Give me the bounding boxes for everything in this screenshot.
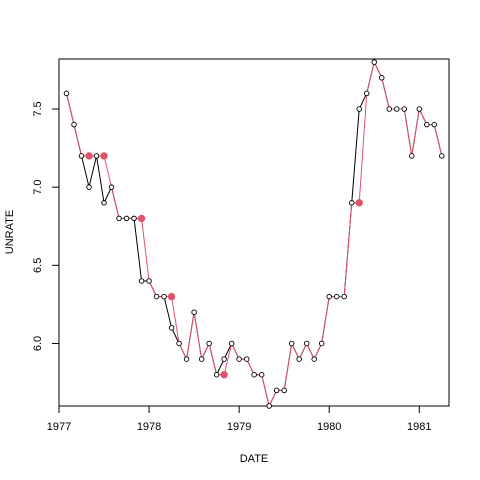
- highlight-point-1977-07: [100, 152, 108, 160]
- data-point-1979-08: [288, 340, 295, 347]
- data-point-1978-06: [183, 356, 190, 362]
- data-point-1979-04: [258, 371, 265, 378]
- data-point-1980-05: [356, 106, 362, 112]
- data-point-1980-10: [394, 106, 400, 112]
- data-point-1980-03: [341, 293, 347, 300]
- data-point-1977-11: [131, 215, 137, 222]
- series-red-line: [66, 60, 443, 408]
- y-axis-label: UNRATE: [4, 210, 16, 254]
- x-tick-label-1: 1978: [137, 421, 161, 433]
- x-tick-label-3: 1980: [317, 421, 341, 433]
- data-point-1981-03: [431, 121, 438, 128]
- data-point-1981-01: [416, 106, 423, 112]
- series-layer: [63, 59, 445, 409]
- plot-frame: [58, 58, 450, 407]
- data-point-1980-12: [409, 153, 415, 159]
- data-point-1977-09: [116, 215, 122, 222]
- data-point-1978-10: [213, 371, 220, 378]
- data-point-1977-08: [108, 184, 115, 190]
- highlight-point-1977-05: [85, 152, 93, 160]
- data-point-1979-11: [311, 356, 317, 362]
- data-point-1978-07: [191, 309, 197, 315]
- highlight-point-1977-12: [137, 214, 146, 223]
- data-point-1980-06: [363, 90, 370, 97]
- y-tick-label-0: 6.0: [32, 336, 44, 351]
- data-point-1980-11: [401, 106, 408, 112]
- data-point-1980-04: [348, 200, 355, 206]
- y-tick-label-3: 7.5: [32, 101, 44, 116]
- data-point-1978-02: [153, 293, 160, 300]
- x-tick-label-2: 1979: [227, 421, 251, 433]
- data-point-1978-03: [161, 293, 167, 300]
- data-point-1979-01: [236, 356, 242, 362]
- highlight-point-1978-11: [220, 371, 228, 379]
- data-point-1978-08: [198, 356, 205, 362]
- data-point-1977-12: [138, 278, 145, 284]
- data-point-1977-10: [123, 215, 130, 222]
- x-tick-label-0: 1977: [47, 421, 71, 433]
- data-point-1980-08: [378, 75, 385, 81]
- data-point-1979-06: [273, 387, 280, 394]
- data-point-1981-02: [424, 121, 430, 128]
- y-axis: 6.0 6.5 7.0 7.5: [32, 101, 59, 351]
- data-point-1978-04: [168, 325, 175, 331]
- data-point-1978-05: [176, 340, 182, 347]
- data-point-1979-09: [296, 356, 302, 362]
- data-point-1979-12: [318, 340, 325, 347]
- data-point-1978-11: [221, 356, 227, 362]
- data-point-1979-02: [243, 356, 250, 362]
- data-point-1977-02: [63, 90, 70, 97]
- data-point-1980-02: [333, 293, 340, 300]
- data-point-1980-07: [371, 59, 377, 65]
- data-point-1978-09: [206, 340, 212, 347]
- data-point-1978-12: [228, 340, 235, 347]
- x-axis-label: DATE: [240, 453, 269, 465]
- data-point-1979-10: [303, 340, 310, 347]
- data-point-1980-09: [386, 106, 393, 112]
- data-point-1981-04: [439, 153, 445, 159]
- y-tick-label-2: 7.0: [32, 180, 44, 195]
- data-point-1978-01: [146, 278, 152, 284]
- data-point-1979-05: [266, 403, 272, 409]
- data-point-1980-01: [326, 293, 332, 300]
- data-point-1977-03: [71, 121, 77, 128]
- data-point-1977-04: [78, 153, 85, 159]
- highlight-point-1978-04: [167, 292, 176, 301]
- x-tick-label-4: 1981: [407, 421, 431, 433]
- data-point-1979-03: [251, 371, 257, 378]
- data-point-1977-05: [86, 184, 92, 190]
- series-black-line: [66, 60, 443, 408]
- x-axis: 1977 1978 1979 1980 1981: [47, 406, 432, 433]
- data-point-1977-07: [101, 200, 107, 206]
- y-tick-label-1: 6.5: [32, 258, 44, 273]
- data-point-1977-06: [93, 153, 100, 159]
- data-point-1979-07: [281, 387, 287, 394]
- highlight-point-1980-05: [355, 199, 363, 207]
